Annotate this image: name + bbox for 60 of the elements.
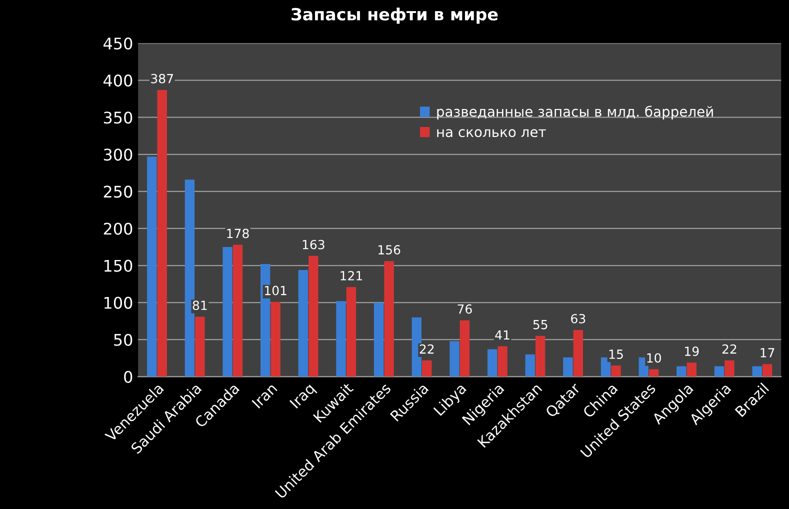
bar (232, 244, 243, 377)
bar (724, 360, 734, 377)
y-tick-label: 50 (114, 334, 132, 346)
bar (563, 357, 573, 377)
bar (573, 330, 584, 377)
y-tick-label: 300 (104, 148, 132, 161)
data-label: 121 (340, 270, 362, 280)
y-tick-label: 0 (124, 370, 132, 383)
bar (157, 90, 167, 377)
bar (374, 302, 384, 377)
bar (525, 354, 535, 377)
data-label: 41 (495, 330, 510, 340)
bar (752, 366, 762, 377)
bar (536, 336, 546, 377)
y-tick-label: 400 (104, 74, 132, 87)
bar (270, 302, 280, 377)
bar (147, 156, 157, 377)
data-label: 101 (265, 286, 286, 296)
data-label: 22 (722, 344, 736, 354)
bar (648, 369, 659, 377)
bar (336, 301, 346, 377)
bar (686, 362, 697, 377)
bar (422, 360, 432, 377)
legend-label: разведанные запасы в млд. баррелей (437, 106, 713, 120)
y-tick-label: 350 (104, 112, 132, 124)
data-label: 19 (685, 346, 699, 356)
data-label: 81 (192, 300, 207, 310)
data-label: 10 (647, 353, 661, 363)
bar (298, 270, 308, 377)
data-label: 76 (458, 304, 472, 314)
x-tick-label: Iran (252, 382, 278, 409)
bar (384, 261, 394, 377)
data-label: 17 (760, 348, 774, 358)
y-tick-label: 450 (104, 37, 132, 50)
data-label: 55 (533, 320, 548, 330)
data-label: 22 (420, 344, 434, 354)
y-tick-label: 200 (104, 222, 132, 235)
data-label: 387 (151, 74, 173, 84)
bar (450, 341, 460, 377)
bar (195, 316, 205, 377)
data-label: 15 (609, 350, 623, 359)
y-tick-label: 150 (104, 260, 132, 272)
bar (714, 366, 724, 377)
bar (460, 320, 470, 377)
bar (762, 364, 772, 377)
bar (611, 366, 621, 377)
bar (487, 349, 498, 377)
y-tick-label: 100 (104, 296, 132, 309)
data-label: 178 (227, 228, 249, 238)
bar (346, 287, 356, 377)
bar (308, 256, 318, 377)
y-tick-label: 250 (104, 186, 132, 198)
data-label: 156 (378, 245, 400, 254)
data-label: 163 (302, 240, 324, 250)
chart-title: Запасы нефти в мире (292, 8, 498, 24)
data-label: 63 (571, 314, 586, 324)
legend-label: на сколько лет (437, 129, 546, 138)
bar (676, 366, 686, 377)
bar (222, 247, 232, 377)
bar (498, 346, 508, 377)
